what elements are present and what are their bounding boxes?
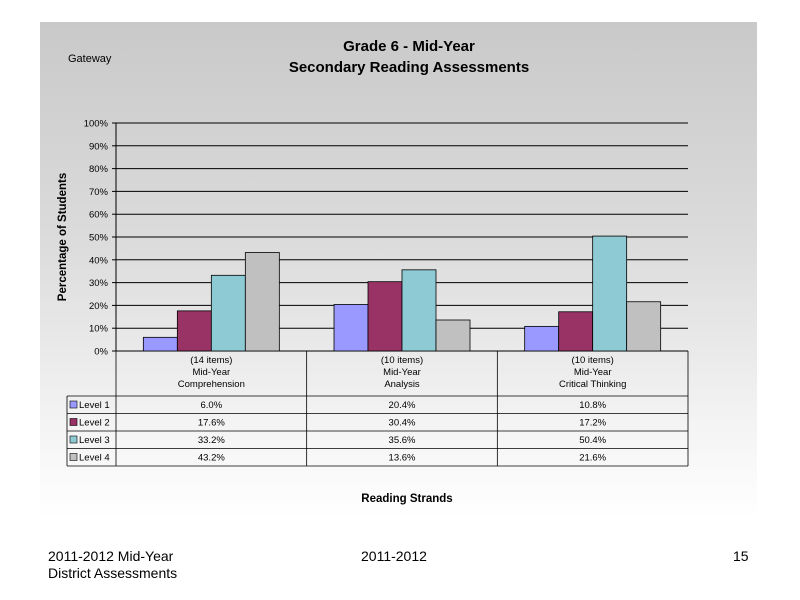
x-axis-label: Reading Strands: [361, 493, 452, 505]
legend-label: Level 2: [79, 418, 110, 429]
y-tick-label: 50%: [89, 233, 109, 244]
bar-level-4: [435, 319, 471, 352]
y-tick-label: 10%: [89, 324, 109, 335]
bar-level-3: [592, 235, 628, 352]
bar-level-2: [176, 310, 212, 352]
bar-level-3: [401, 269, 437, 352]
legend-swatch: [69, 435, 78, 444]
y-tick-label: 70%: [89, 187, 109, 198]
footer-center: 2011-2012: [361, 548, 427, 564]
bar-level-3: [210, 274, 246, 352]
page-number: 15: [733, 548, 749, 564]
data-label: 13.6%: [389, 453, 416, 464]
y-tick-label: 20%: [89, 301, 109, 312]
data-label: 17.6%: [198, 418, 225, 429]
data-label: 50.4%: [579, 435, 606, 446]
category-label: Mid-Year: [192, 367, 230, 378]
legend-swatch: [69, 453, 78, 461]
y-tick-label: 0%: [94, 347, 108, 358]
category-label: Analysis: [384, 379, 420, 390]
data-label: 30.4%: [389, 418, 416, 429]
category-label: (14 items): [190, 355, 232, 366]
title-line-2: Secondary Reading Assessments: [289, 59, 529, 76]
category-label: Mid-Year: [574, 367, 612, 378]
y-tick-label: 60%: [89, 210, 109, 221]
y-tick-label: 100%: [84, 119, 109, 130]
category-label: (10 items): [381, 355, 423, 366]
category-label: Mid-Year: [383, 367, 421, 378]
data-label: 10.8%: [579, 400, 606, 411]
data-label: 6.0%: [201, 400, 223, 411]
category-label: (10 items): [572, 355, 614, 366]
category-label: Comprehension: [178, 379, 245, 390]
legend-swatch: [69, 400, 78, 409]
y-tick-label: 80%: [89, 164, 109, 175]
bar-level-4: [244, 252, 280, 352]
data-label: 17.2%: [579, 418, 606, 429]
data-label: 21.6%: [579, 453, 606, 464]
bar-level-1: [524, 325, 560, 352]
data-label: 33.2%: [198, 435, 225, 446]
title-line-1: Grade 6 - Mid-Year: [343, 38, 475, 55]
legend-swatch: [69, 418, 78, 426]
bar-level-2: [367, 281, 403, 352]
y-tick-label: 90%: [89, 141, 109, 152]
legend-label: Level 4: [79, 453, 110, 464]
bar-level-1: [142, 336, 178, 352]
data-label: 35.6%: [389, 435, 416, 446]
bar-level-4: [626, 301, 662, 352]
bar-level-2: [558, 311, 594, 352]
y-tick-label: 30%: [89, 278, 109, 289]
data-label: 43.2%: [198, 453, 225, 464]
legend-label: Level 3: [79, 435, 110, 446]
corner-label: Gateway: [68, 53, 112, 65]
y-axis-label: Percentage of Students: [57, 173, 69, 301]
chart: Gateway Grade 6 - Mid-Year Secondary Readi…: [57, 38, 689, 505]
category-label: Critical Thinking: [559, 379, 626, 390]
slide-panel: [40, 22, 757, 519]
bar-level-1: [333, 304, 369, 352]
footer-left-line2: District Assessments: [48, 565, 178, 581]
footer-left: 2011-2012 Mid-Year District Assessments: [48, 548, 177, 582]
data-label: 20.4%: [389, 400, 416, 411]
legend-label: Level 1: [79, 400, 110, 411]
y-tick-label: 40%: [89, 255, 109, 266]
footer-left-line1: 2011-2012 Mid-Year: [48, 548, 174, 564]
